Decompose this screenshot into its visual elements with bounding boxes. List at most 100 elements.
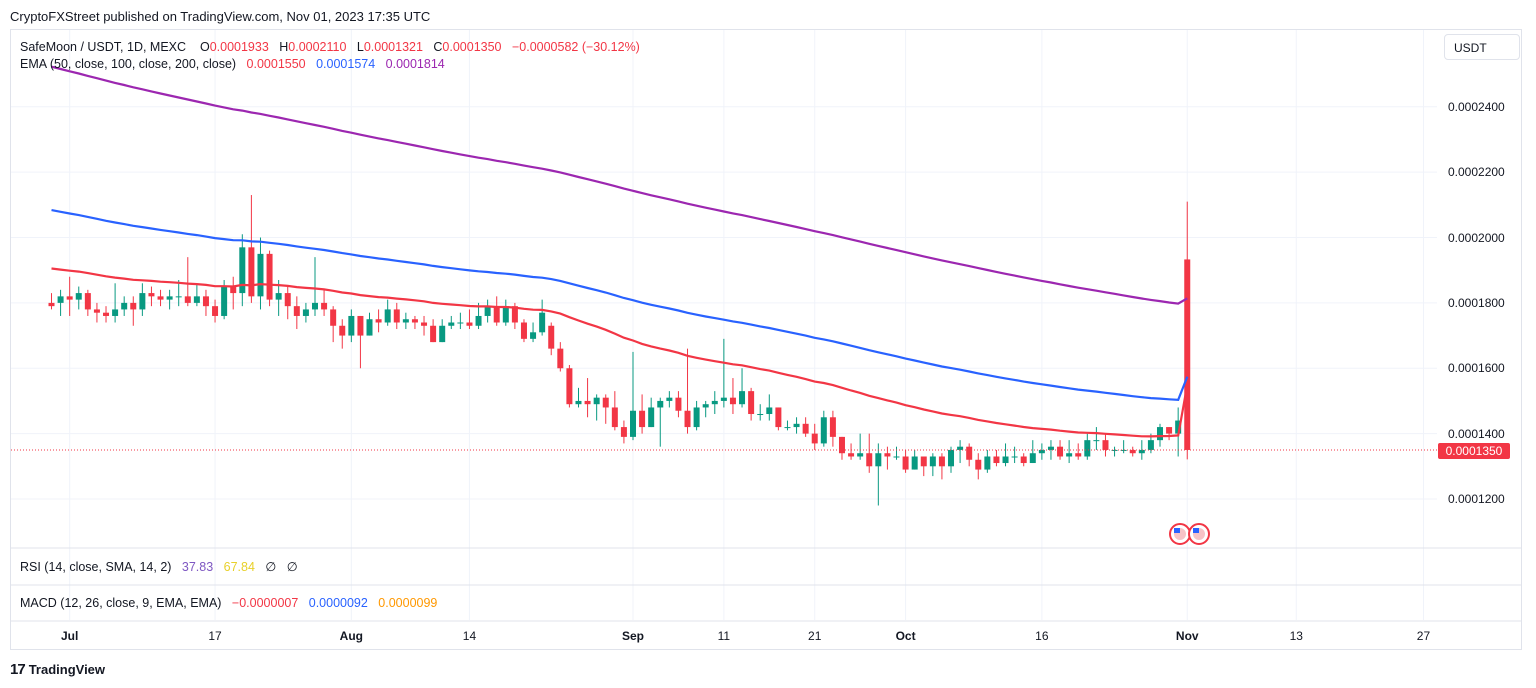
- candle-body: [1066, 453, 1073, 457]
- close-label: C: [433, 40, 443, 54]
- tradingview-logo-icon: 17: [10, 661, 26, 678]
- candle-body: [1175, 420, 1182, 434]
- macd-label[interactable]: MACD (12, 26, close, 9, EMA, EMA): [20, 596, 222, 610]
- candle-body: [1156, 427, 1163, 441]
- candle-body: [684, 410, 691, 428]
- rsi-value: 37.83: [181, 560, 214, 574]
- rsi-label[interactable]: RSI (14, close, SMA, 14, 2): [20, 560, 172, 574]
- candle-body: [848, 453, 855, 457]
- candle-body: [520, 322, 527, 339]
- candle-body: [375, 319, 382, 323]
- candle-body: [1102, 440, 1109, 450]
- x-axis-tick-label: 13: [1289, 629, 1303, 643]
- candle-body: [57, 296, 64, 303]
- x-axis-tick-label: Oct: [895, 629, 916, 643]
- candle-body: [657, 400, 664, 408]
- candle-body: [402, 319, 409, 323]
- candle-body: [602, 397, 609, 408]
- candle-body: [957, 446, 964, 450]
- candle-body: [384, 309, 391, 323]
- candle-body: [202, 296, 209, 307]
- candle-body: [593, 397, 600, 405]
- candle-body: [648, 407, 655, 428]
- macd-legend: MACD (12, 26, close, 9, EMA, EMA) −0.000…: [20, 596, 437, 610]
- candle-body: [984, 456, 991, 470]
- candle-body: [630, 410, 637, 437]
- candle-body: [639, 410, 646, 428]
- tradingview-footer[interactable]: 17 TradingView: [10, 661, 105, 678]
- candle-body: [84, 293, 91, 310]
- candle-body: [1120, 449, 1127, 451]
- candle-body: [575, 400, 582, 405]
- candle-body: [475, 315, 482, 326]
- candle-body: [1093, 440, 1100, 442]
- symbol-label[interactable]: SafeMoon / USDT, 1D, MEXC: [20, 40, 187, 54]
- candle-body: [1002, 456, 1009, 464]
- candle-body: [811, 433, 818, 444]
- currency-button[interactable]: USDT: [1444, 34, 1520, 60]
- candle-body: [1111, 449, 1118, 451]
- candle-body: [439, 325, 446, 343]
- x-axis-tick-label: Sep: [621, 629, 645, 643]
- candle-body: [493, 306, 500, 323]
- y-axis-tick-label: 0.0001200: [1448, 491, 1505, 506]
- ema50-line: [51, 267, 1189, 438]
- x-axis-tick-label: 16: [1035, 629, 1049, 643]
- candle-body: [266, 253, 273, 300]
- candle-body: [711, 400, 718, 405]
- candle-body: [975, 459, 982, 470]
- high-label: H: [279, 40, 289, 54]
- candle-body: [275, 293, 282, 300]
- y-axis-tick-label: 0.0001600: [1448, 361, 1505, 376]
- candle-body: [920, 456, 927, 467]
- candle-body: [348, 315, 355, 336]
- candle-body: [784, 427, 791, 429]
- candle-body: [620, 427, 627, 437]
- ohlc-legend: SafeMoon / USDT, 1D, MEXC O0.0001933 H0.…: [20, 40, 640, 54]
- chart-frame: [10, 29, 1522, 650]
- candle-body: [430, 325, 437, 343]
- candle-body: [393, 309, 400, 323]
- open-value: 0.0001933: [209, 40, 269, 54]
- candle-body: [357, 315, 364, 336]
- candle-body: [103, 312, 110, 316]
- tradingview-brand: TradingView: [28, 662, 106, 677]
- x-axis-tick-label: 11: [717, 629, 731, 643]
- ema-label[interactable]: EMA (50, close, 100, close, 200, close): [20, 57, 237, 71]
- x-axis-tick-label: Nov: [1175, 629, 1199, 643]
- candle-body: [411, 319, 418, 323]
- candle-body: [330, 309, 337, 326]
- candle-body: [511, 306, 518, 323]
- candle-body: [793, 423, 800, 428]
- candle-body: [902, 456, 909, 470]
- candle-body: [1184, 259, 1191, 450]
- candle-body: [557, 348, 564, 369]
- candle-body: [66, 296, 73, 300]
- high-value: 0.0002110: [288, 40, 347, 54]
- macd-signal-value: 0.0000092: [308, 596, 368, 610]
- candle-body: [884, 453, 891, 457]
- candle-body: [875, 453, 882, 467]
- candle-body: [93, 309, 100, 313]
- candle-body: [157, 296, 164, 300]
- last-price-tag: 0.0001350: [1438, 443, 1510, 459]
- x-axis-tick-label: 14: [462, 629, 477, 643]
- candle-body: [539, 312, 546, 333]
- candle-body: [184, 296, 191, 303]
- candle-body: [466, 322, 473, 326]
- candle-body: [421, 322, 428, 326]
- candle-body: [993, 456, 1000, 464]
- candle-body: [121, 302, 128, 310]
- candle-body: [929, 456, 936, 467]
- candle-body: [611, 407, 618, 428]
- x-axis-tick-label: 21: [808, 629, 822, 643]
- us-flag-event-icon: [1193, 528, 1199, 533]
- candle-body: [284, 293, 291, 307]
- open-label: O: [199, 40, 210, 54]
- candle-body: [193, 296, 200, 303]
- x-axis-tick-label: Aug: [339, 629, 363, 643]
- candle-body: [893, 456, 900, 458]
- candle-body: [339, 325, 346, 336]
- candle-body: [302, 309, 309, 316]
